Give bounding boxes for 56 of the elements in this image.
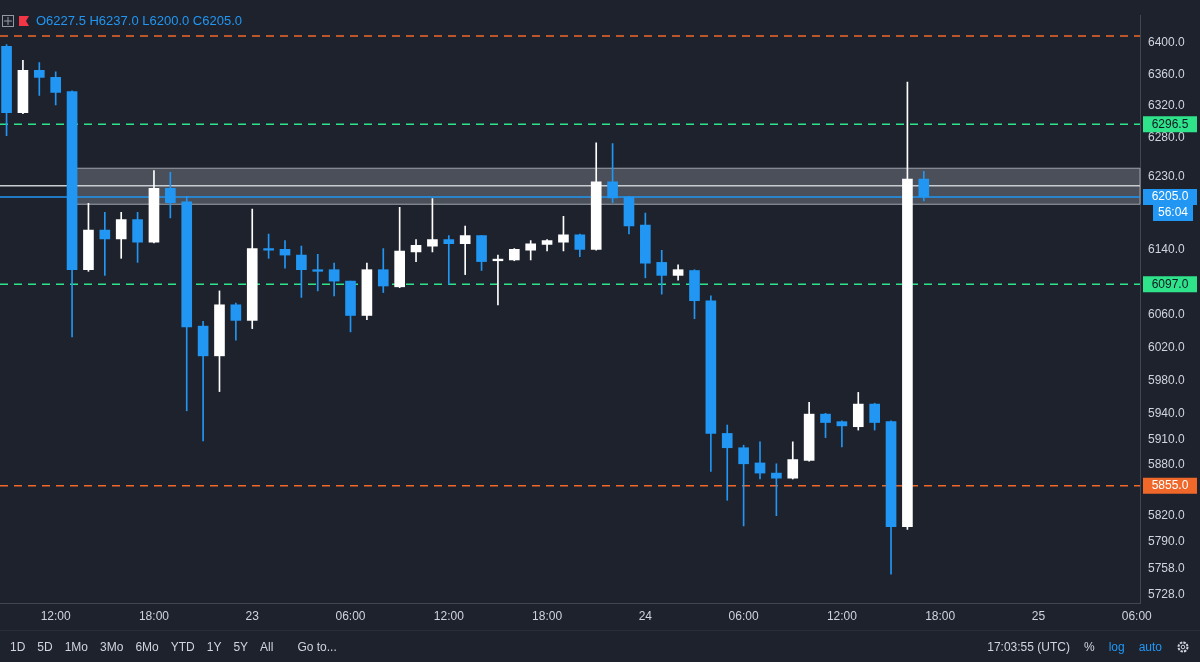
x-tick-label: 06:00 xyxy=(335,609,366,624)
text: YTD xyxy=(170,640,195,654)
y-tick-label: 5880.0 xyxy=(1148,456,1186,471)
ref-line-label: 6097.0 xyxy=(1151,276,1189,291)
chart-title: O6227.5 H6237.0 L6200.0 C6205.0 xyxy=(36,13,243,28)
x-tick-label: 18:00 xyxy=(925,609,956,624)
text: 3Mo xyxy=(100,640,124,654)
candlestick xyxy=(836,420,848,448)
y-tick-label: 6360.0 xyxy=(1148,66,1186,81)
text: 1Mo xyxy=(64,640,89,654)
candlestick xyxy=(443,235,455,285)
candlestick xyxy=(721,424,733,501)
y-tick-label: 6230.0 xyxy=(1148,169,1186,184)
x-tick-label: 25 xyxy=(1031,609,1046,624)
x-tick-label: 06:00 xyxy=(1121,609,1153,624)
text: 17:03:55 (UTC) xyxy=(987,640,1070,654)
x-tick-label: 06:00 xyxy=(728,609,759,624)
x-tick-label: 18:00 xyxy=(532,609,563,624)
y-tick-label: 6280.0 xyxy=(1148,129,1186,144)
y-tick-label: 5728.0 xyxy=(1148,587,1186,602)
candlestick xyxy=(197,320,209,442)
y-tick-label: 5758.0 xyxy=(1148,561,1186,576)
text: All xyxy=(260,640,274,654)
text: log xyxy=(1108,640,1125,654)
x-tick-label: 18:00 xyxy=(138,609,170,624)
text: 5Y xyxy=(233,640,249,654)
candlestick xyxy=(312,253,324,292)
ref-line-label: 5855.0 xyxy=(1151,478,1189,493)
text: 1D xyxy=(10,640,26,654)
y-tick-label: 6020.0 xyxy=(1148,339,1186,354)
y-tick-label: 6140.0 xyxy=(1148,241,1186,256)
text: 5D xyxy=(37,640,53,654)
x-tick-label: 12:00 xyxy=(40,609,72,624)
y-tick-label: 5820.0 xyxy=(1148,507,1186,522)
text: auto xyxy=(1138,640,1162,654)
y-tick-label: 5790.0 xyxy=(1148,533,1186,548)
x-tick-label: 12:00 xyxy=(433,609,465,624)
x-tick-label: 12:00 xyxy=(826,609,858,624)
ref-line-label: 6296.5 xyxy=(1151,116,1189,131)
text: 1Y xyxy=(206,640,222,654)
text: 6Mo xyxy=(135,640,159,654)
candlestick xyxy=(99,211,111,276)
candlestick xyxy=(459,225,471,275)
text: 56:04 xyxy=(1157,205,1189,220)
x-tick-label: 24 xyxy=(638,609,653,624)
text: % xyxy=(1083,640,1095,654)
y-tick-label: 6320.0 xyxy=(1148,97,1186,112)
candlestick xyxy=(33,62,45,96)
ref-line-label: 6205.0 xyxy=(1151,189,1189,204)
text: Go to... xyxy=(297,640,337,654)
x-tick-label: 23 xyxy=(245,609,260,624)
y-tick-label: 5910.0 xyxy=(1148,431,1186,446)
y-tick-label: 6060.0 xyxy=(1148,306,1186,321)
y-tick-label: 5980.0 xyxy=(1148,373,1186,388)
y-tick-label: 6400.0 xyxy=(1148,35,1186,50)
y-tick-label: 5940.0 xyxy=(1148,406,1186,421)
